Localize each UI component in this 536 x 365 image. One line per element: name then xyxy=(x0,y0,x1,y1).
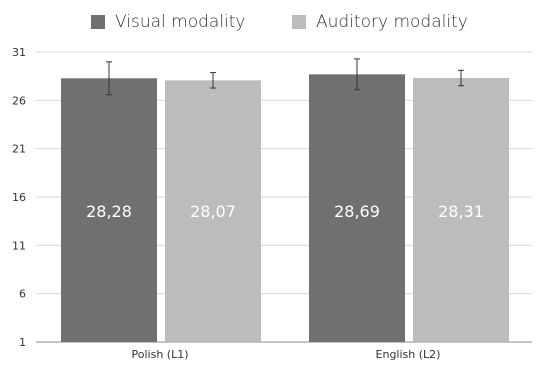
legend-swatch-visual xyxy=(91,15,105,29)
legend: Visual modality Auditory modality xyxy=(0,10,536,34)
legend-swatch-auditory xyxy=(292,15,306,29)
data-label: 28,28 xyxy=(86,202,132,221)
legend-label-visual: Visual modality xyxy=(115,12,246,32)
data-label: 28,07 xyxy=(190,202,236,221)
x-tick-label: English (L2) xyxy=(376,348,441,361)
bar xyxy=(165,80,261,342)
y-tick-label: 26 xyxy=(12,94,26,107)
legend-label-auditory: Auditory modality xyxy=(316,12,468,32)
y-tick-label: 1 xyxy=(19,336,26,349)
legend-item-visual: Visual modality xyxy=(91,10,246,34)
bar-layer xyxy=(61,58,509,343)
y-tick-label: 6 xyxy=(19,288,26,301)
legend-item-auditory: Auditory modality xyxy=(292,10,468,34)
y-tick-label: 21 xyxy=(12,143,26,156)
bar xyxy=(309,74,405,342)
data-label: 28,69 xyxy=(334,202,380,221)
x-tick-label: Polish (L1) xyxy=(132,348,189,361)
y-tick-label: 11 xyxy=(12,239,26,252)
y-tick-label: 31 xyxy=(12,46,26,59)
bar xyxy=(413,78,509,343)
y-tick-label: 16 xyxy=(12,191,26,204)
data-label: 28,31 xyxy=(438,202,484,221)
bar xyxy=(61,78,157,342)
